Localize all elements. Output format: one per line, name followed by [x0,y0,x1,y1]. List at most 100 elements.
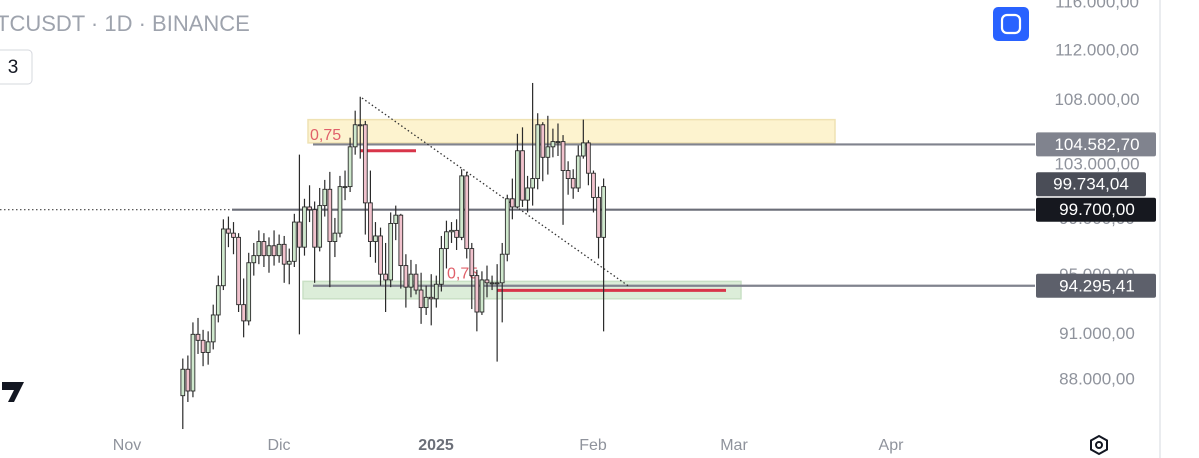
candle-body [362,124,368,204]
x-tick-label: Mar [720,437,748,454]
candle-body [180,368,186,397]
candle-body [297,221,302,248]
candle-body [373,235,378,242]
x-tick-label: 2025 [418,437,454,454]
candle-body [580,142,586,157]
x-tick-label: Dic [267,437,290,454]
candle-body [403,265,409,288]
fib-label: 0,75 [310,127,341,144]
candle-body [499,253,505,284]
price-tag-box [1036,172,1146,197]
y-tick-label: 103.000,00 [1054,155,1139,174]
candle-body [347,146,353,188]
price-label: 94.295,41 [1059,276,1135,295]
candle-body [545,146,551,158]
candle-body [195,333,201,341]
candle-body [271,245,277,257]
candle-body [560,141,566,172]
candle-body [266,245,272,257]
candle-body [515,150,520,208]
settings-icon[interactable] [1090,434,1108,456]
price-label-box [1036,273,1156,298]
settings-dot [1095,441,1103,449]
candle-body [383,273,388,281]
candle-body [337,186,343,234]
price-label-box [1036,197,1156,222]
fullscreen-button[interactable] [993,7,1029,41]
candle-body [454,229,459,238]
candle-body [281,243,287,265]
candle-body [291,221,297,262]
candle-body [185,368,191,392]
zone [307,118,836,144]
candle-body [586,142,591,174]
candle-body [408,273,414,288]
candle-body [601,186,606,238]
candle-body [433,283,439,300]
candle-body [251,255,257,264]
candle-body [317,205,323,248]
price-label-box [1036,132,1156,157]
candle-body [261,241,267,257]
fullscreen-icon [1000,13,1022,35]
candle-body [256,241,262,257]
lines: 0,750,75 [0,97,1035,292]
candle-body [520,150,525,201]
candle-body [332,232,338,242]
logo [2,382,24,402]
candle-body [504,198,510,255]
candle-body [236,236,241,306]
candle-body [428,296,434,300]
candle-body [418,289,424,309]
badge[interactable]: 3 [8,57,19,78]
y-tick-label: 108.000,00 [1054,90,1139,109]
candle-body [327,188,333,242]
candle-body [540,124,546,158]
y-tick-label: 91.000,00 [1059,324,1135,343]
y-tick-label: 112.000,00 [1055,40,1139,59]
candles [180,82,606,430]
x-tick-label: Feb [579,437,607,454]
candle-body [342,186,348,189]
price-label: 104.582,70 [1054,135,1139,154]
candle-body [535,124,541,180]
side-panel [1160,0,1199,458]
candle-body [484,279,490,284]
candle-body [459,175,464,238]
candle-body [398,214,404,267]
candle-body [469,248,475,277]
price-label: 99.700,00 [1059,200,1135,219]
candle-body [439,248,444,285]
x-tick-label: Apr [879,437,905,454]
candle-body [231,232,236,238]
candle-body [479,279,485,313]
candle-body [570,178,576,189]
candle-body [575,155,581,189]
candle-body [565,170,571,180]
x-tick-label: Nov [113,437,141,454]
candle-body [302,206,307,248]
candle-body [530,178,535,189]
settings-hex [1090,434,1108,456]
candle-body [378,235,383,275]
candle-body [246,262,252,322]
candle-body [241,304,246,322]
candle-body [215,285,221,316]
candle-body [200,339,206,353]
badge-box[interactable] [0,49,33,85]
candle-body [307,206,312,211]
candle-body [368,202,373,242]
y-tick-label: 88.000,00 [1059,370,1135,389]
candle-body [494,282,500,285]
chart-title: TCUSDT · 1D · BINANCE [0,11,250,36]
candle-body [276,243,282,257]
candle-body [555,141,561,144]
candle-body [190,333,196,392]
candle-body [423,296,429,309]
candle-body [464,175,470,250]
candle-body [210,314,216,343]
candle-body [449,229,454,233]
candle-body [393,214,399,224]
candle-body [550,141,556,148]
